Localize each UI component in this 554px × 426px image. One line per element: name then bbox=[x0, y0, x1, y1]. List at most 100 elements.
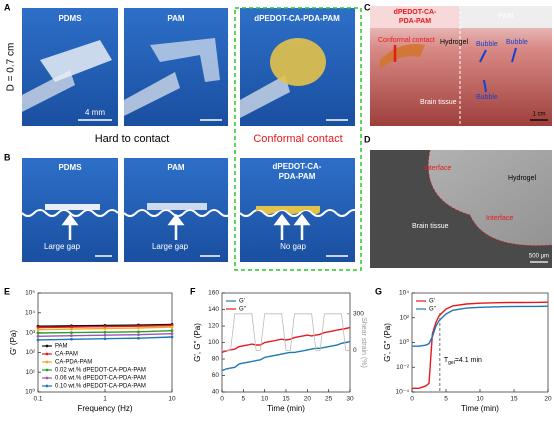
panel-label: C bbox=[364, 2, 371, 12]
panel-label: D bbox=[364, 134, 371, 144]
y2-axis-label: Shear strain (%) bbox=[360, 317, 367, 368]
legend-label: 0.06 wt.% dPEDOT-CA-PDA-PAM bbox=[55, 376, 146, 382]
photo-title: dPEDOT-CA-PDA-PAM bbox=[254, 14, 340, 23]
label: Bubble bbox=[476, 94, 498, 101]
x-tick-label: 30 bbox=[346, 396, 354, 403]
series-line bbox=[412, 301, 549, 389]
legend-label: PAM bbox=[55, 344, 68, 350]
y-tick-label: 100 bbox=[208, 339, 219, 346]
legend-marker bbox=[45, 352, 49, 356]
point bbox=[103, 327, 107, 330]
y-tick-label: 10¹ bbox=[26, 369, 36, 376]
x-tick-label: 10 bbox=[476, 396, 484, 403]
x-tick-label: 20 bbox=[544, 396, 552, 403]
caption: Large gap bbox=[44, 242, 81, 251]
y-tick-label: 10⁵ bbox=[25, 290, 35, 297]
x-tick-label: 20 bbox=[304, 396, 312, 403]
y-axis-label: G' (Pa) bbox=[9, 330, 18, 355]
legend-marker bbox=[45, 344, 49, 348]
header: dPEDOT-CA- bbox=[394, 9, 437, 16]
point bbox=[170, 325, 174, 329]
point bbox=[137, 333, 140, 337]
series-line bbox=[221, 326, 351, 354]
legend-marker bbox=[45, 384, 49, 388]
point bbox=[36, 328, 40, 332]
legend-marker bbox=[45, 360, 49, 364]
y-tick-label: 10² bbox=[26, 349, 36, 356]
highlight-box bbox=[234, 7, 362, 271]
label: Hydrogel bbox=[440, 39, 468, 46]
x-tick-label: 25 bbox=[325, 396, 333, 403]
point bbox=[36, 326, 40, 329]
legend-label: G' bbox=[239, 299, 245, 305]
point bbox=[137, 336, 140, 340]
x-tick-label: 5 bbox=[242, 396, 246, 403]
point bbox=[170, 332, 174, 336]
x-tick-label: 0.1 bbox=[33, 396, 42, 403]
photo-title: PDMS bbox=[58, 14, 82, 23]
y-tick-label: 10³ bbox=[26, 329, 36, 336]
annotation-part: T bbox=[444, 357, 449, 364]
x-tick-label: 0 bbox=[410, 396, 414, 403]
header: PDA-PAM bbox=[399, 18, 431, 25]
panel-label: E bbox=[4, 286, 10, 296]
annotation-part: gel bbox=[448, 360, 455, 366]
x-tick-label: 10 bbox=[261, 396, 269, 403]
panel-label: F bbox=[190, 286, 196, 296]
point bbox=[36, 338, 40, 342]
y-tick-label: 10⁰ bbox=[399, 338, 409, 346]
label: Interface bbox=[486, 215, 513, 222]
caption: Conformal contact bbox=[253, 133, 342, 145]
point bbox=[103, 333, 107, 337]
y2-tick-label: 300 bbox=[353, 310, 364, 317]
series-line bbox=[221, 341, 351, 372]
label: Brain tissue bbox=[420, 99, 457, 106]
point bbox=[103, 337, 107, 341]
annotation-part: =4.1 min bbox=[455, 357, 482, 364]
x-axis-label: Frequency (Hz) bbox=[77, 404, 132, 413]
label: Conformal contact bbox=[378, 37, 435, 44]
caption: No gap bbox=[280, 242, 306, 251]
photo-title: PDA-PAM bbox=[279, 172, 316, 181]
point bbox=[70, 334, 73, 338]
photo-title: PAM bbox=[167, 163, 185, 172]
point bbox=[36, 331, 40, 335]
annotation: Tgel=4.1 min bbox=[444, 357, 482, 366]
photo bbox=[22, 8, 355, 126]
point bbox=[70, 331, 73, 334]
scale-label: 4 mm bbox=[85, 108, 105, 117]
photo bbox=[21, 158, 361, 262]
point bbox=[70, 327, 73, 331]
panel-label: B bbox=[4, 152, 11, 162]
x-tick-label: 10 bbox=[168, 396, 176, 403]
y-tick-label: 10⁻⁴ bbox=[396, 389, 410, 396]
y-axis-label: G', G'' (Pa) bbox=[193, 323, 202, 362]
label: Interface bbox=[424, 165, 451, 172]
x-tick-label: 0 bbox=[220, 396, 224, 403]
y-tick-label: 120 bbox=[208, 323, 219, 330]
photo bbox=[370, 149, 553, 268]
legend-label: G'' bbox=[429, 307, 436, 313]
legend-label: CA-PDA-PAM bbox=[55, 360, 92, 366]
scale-label: 1 cm bbox=[532, 112, 545, 118]
x-tick-label: 1 bbox=[103, 396, 107, 403]
point bbox=[170, 329, 174, 333]
y2-tick-label: 0 bbox=[353, 347, 357, 354]
y-axis-label: G', G'' (Pa) bbox=[383, 323, 392, 362]
x-tick-label: 5 bbox=[444, 396, 448, 403]
x-axis-label: Time (min) bbox=[267, 404, 305, 413]
point bbox=[137, 326, 140, 330]
legend-marker bbox=[45, 376, 49, 380]
y-tick-label: 140 bbox=[208, 306, 219, 313]
legend-label: 0.02 wt.% dPEDOT-CA-PDA-PAM bbox=[55, 368, 146, 374]
x-tick-label: 15 bbox=[510, 396, 518, 403]
point bbox=[137, 330, 140, 334]
x-axis-label: Time (min) bbox=[461, 404, 499, 413]
legend-label: G' bbox=[429, 299, 435, 305]
point bbox=[103, 330, 107, 334]
point bbox=[70, 337, 73, 341]
photo bbox=[370, 6, 552, 126]
y-tick-label: 10² bbox=[400, 314, 410, 321]
label: Bubble bbox=[476, 41, 498, 48]
